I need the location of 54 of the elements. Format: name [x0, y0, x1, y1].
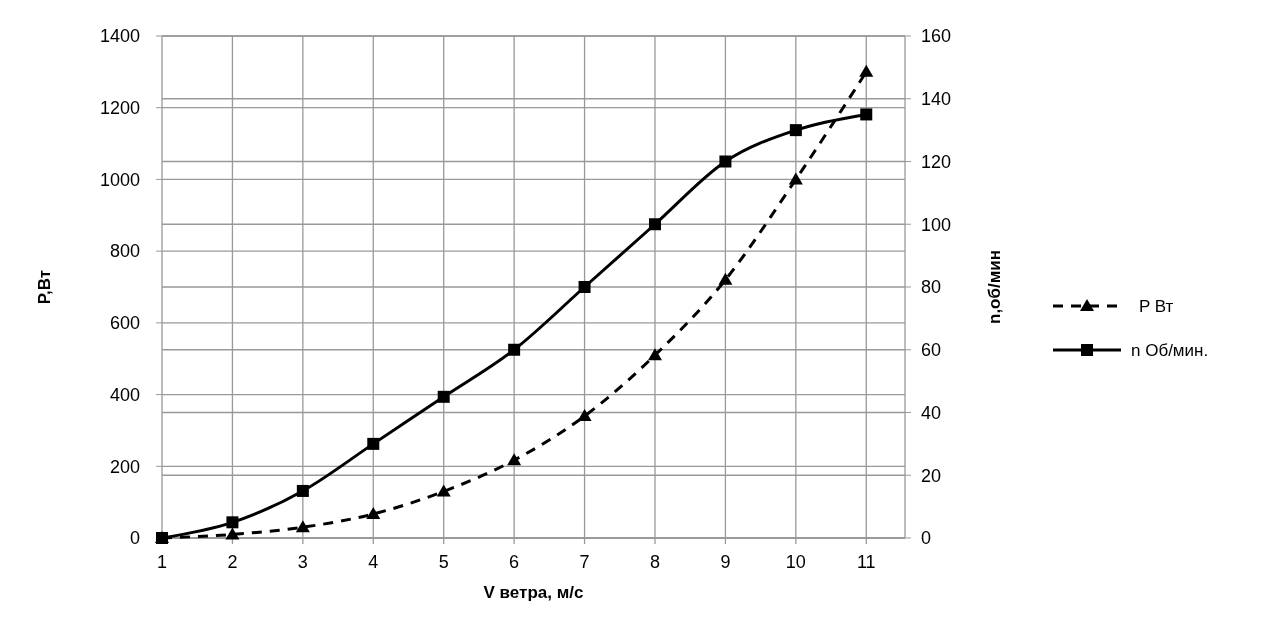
y2-tick-label: 40 — [921, 402, 942, 423]
point — [859, 64, 874, 77]
point — [860, 108, 873, 121]
x-tick-label: 7 — [579, 552, 590, 572]
y-tick-label: 0 — [129, 528, 140, 549]
y-tick-label: 1200 — [99, 98, 140, 119]
y-tick-label: 200 — [109, 456, 140, 477]
x-tick-label: 5 — [438, 552, 449, 572]
y-tick-label: 400 — [109, 384, 140, 405]
y2-tick-label: 160 — [921, 26, 952, 47]
point — [507, 453, 522, 466]
x-axis-title: V ветра, м/с — [483, 583, 584, 602]
y-tick-label: 800 — [109, 241, 140, 262]
y-tick-label: 600 — [109, 313, 140, 334]
x-tick-label: 6 — [509, 552, 520, 572]
x-tick-label: 8 — [649, 552, 660, 572]
y2-axis-title: n,об/мин — [985, 249, 1004, 325]
point — [296, 484, 309, 497]
point — [508, 343, 521, 356]
point — [788, 172, 803, 185]
legend-label: n Об/мин. — [1131, 341, 1209, 360]
y-tick-label: 1400 — [99, 26, 140, 47]
point — [226, 516, 239, 529]
point — [578, 281, 591, 293]
x-tick-label: 9 — [720, 552, 731, 572]
point — [718, 272, 733, 285]
x-tick-label: 10 — [785, 552, 806, 572]
y-tick-label: 1000 — [99, 169, 140, 190]
point — [156, 532, 168, 544]
point — [719, 155, 732, 168]
point — [648, 218, 661, 231]
y2-tick-label: 100 — [921, 214, 952, 235]
point — [577, 409, 592, 422]
point — [789, 124, 802, 137]
point — [225, 527, 240, 540]
x-tick-label: 2 — [227, 552, 238, 572]
x-tick-label: 4 — [368, 552, 379, 572]
y2-tick-label: 140 — [921, 89, 952, 110]
x-tick-label: 3 — [297, 552, 308, 572]
point — [367, 437, 380, 450]
point — [366, 506, 381, 519]
y2-tick-label: 60 — [921, 340, 942, 361]
point — [647, 348, 662, 361]
point — [295, 520, 310, 533]
x-tick-label: 1 — [156, 552, 168, 572]
point — [437, 390, 450, 403]
legend-label: P Вт — [1139, 297, 1174, 316]
y2-tick-label: 120 — [921, 151, 952, 172]
y-axis-title: P,Вт — [35, 269, 54, 305]
y2-tick-label: 20 — [921, 465, 942, 486]
x-tick-label: 11 — [856, 552, 876, 572]
point — [436, 484, 451, 497]
y2-tick-label: 0 — [921, 528, 932, 549]
y2-tick-label: 80 — [921, 277, 942, 298]
